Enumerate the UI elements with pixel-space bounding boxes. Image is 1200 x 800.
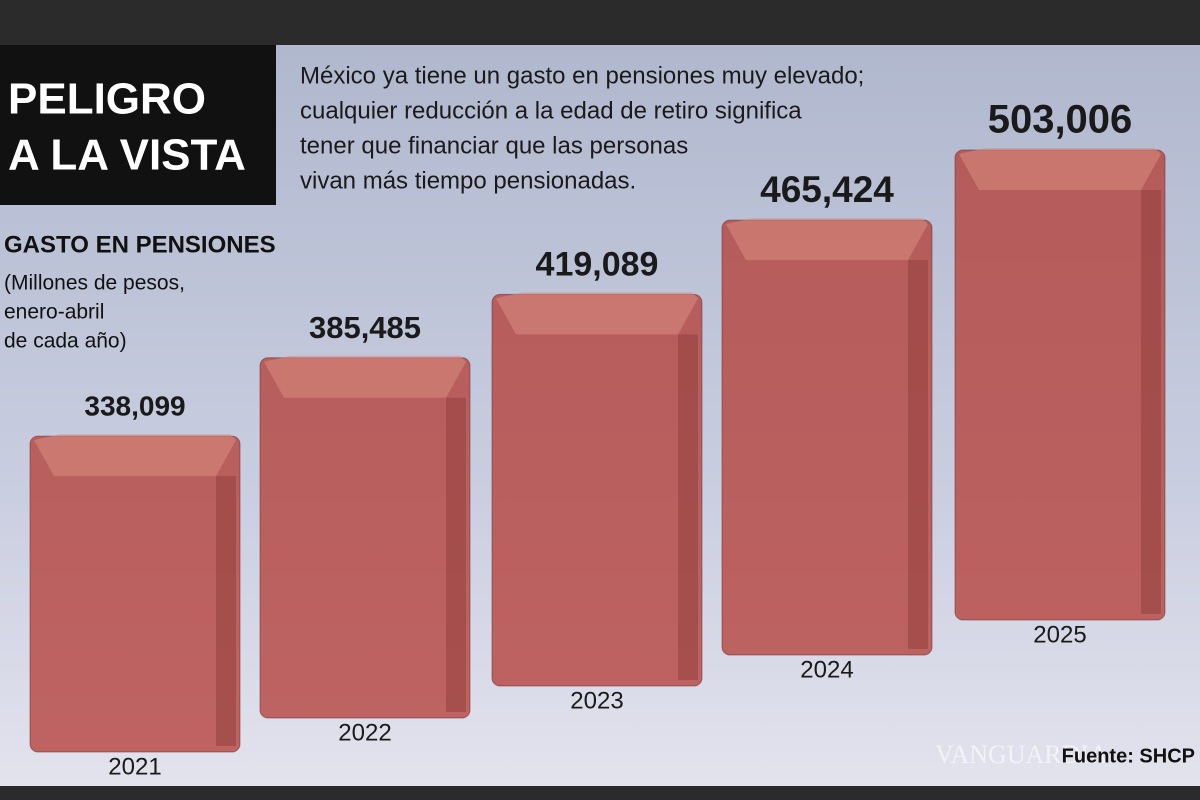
value-label: 503,006 bbox=[988, 98, 1133, 142]
top-strip bbox=[0, 0, 1200, 45]
watermark: VANGUARDIA bbox=[935, 740, 1108, 769]
subtitle-line: tener que financiar que las personas bbox=[300, 132, 688, 159]
x-tick-label: 2024 bbox=[800, 656, 853, 683]
bar bbox=[29, 435, 241, 753]
bar-side bbox=[1141, 190, 1161, 614]
x-tick-label: 2022 bbox=[338, 719, 391, 746]
title-line: PELIGRO bbox=[8, 75, 206, 124]
value-label: 419,089 bbox=[536, 245, 659, 283]
x-tick-label: 2023 bbox=[570, 687, 623, 714]
bar bbox=[259, 357, 471, 719]
bar-top bbox=[496, 292, 698, 335]
bar-top bbox=[264, 355, 466, 398]
bar-side bbox=[446, 397, 466, 712]
note-line: enero-abril bbox=[4, 301, 104, 324]
chart-title: GASTO EN PENSIONES bbox=[4, 231, 276, 258]
value-label: 465,424 bbox=[760, 169, 894, 210]
subtitle-line: México ya tiene un gasto en pensiones mu… bbox=[300, 62, 864, 89]
note-line: de cada año) bbox=[4, 330, 127, 353]
bar-top bbox=[959, 148, 1161, 190]
subtitle-line: vivan más tiempo pensionadas. bbox=[300, 167, 636, 194]
x-tick-label: 2025 bbox=[1033, 621, 1086, 648]
bar-side bbox=[216, 476, 236, 746]
value-label: 385,485 bbox=[309, 310, 421, 345]
source: Fuente: SHCP bbox=[1062, 745, 1195, 767]
x-tick-label: 2021 bbox=[108, 753, 161, 780]
value-label: 338,099 bbox=[84, 390, 185, 421]
bar bbox=[954, 149, 1166, 621]
bar-side bbox=[678, 334, 698, 680]
bar bbox=[721, 219, 933, 656]
subtitle-line: cualquier reducción a la edad de retiro … bbox=[300, 97, 802, 124]
bar-top bbox=[726, 218, 928, 261]
bar-top bbox=[34, 434, 236, 477]
bar-side bbox=[908, 260, 928, 649]
bottom-strip bbox=[0, 786, 1200, 800]
title-line: A LA VISTA bbox=[8, 131, 246, 180]
bar bbox=[491, 293, 703, 687]
note-line: (Millones de pesos, bbox=[4, 272, 185, 295]
title-box bbox=[0, 45, 276, 205]
